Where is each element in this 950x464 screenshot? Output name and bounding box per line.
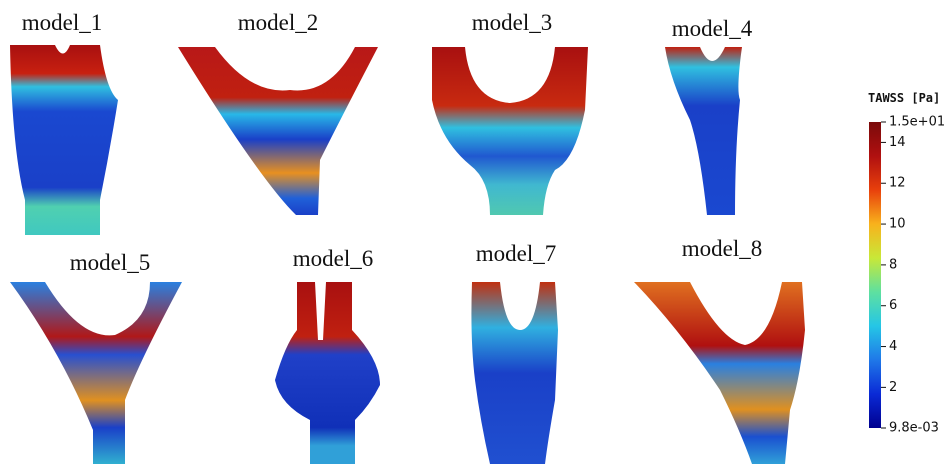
panel-label: model_5	[70, 250, 151, 275]
panel-label: model_8	[682, 236, 763, 261]
tick-label: 12	[889, 176, 906, 191]
tick-label: 9.8e-03	[889, 421, 939, 436]
model-shape	[10, 45, 118, 235]
model-shape	[665, 47, 742, 215]
tick-label: 4	[889, 339, 897, 354]
model-shape	[275, 282, 380, 464]
tick-label: 8	[889, 257, 897, 272]
model-shape	[471, 282, 558, 464]
model-shape	[178, 47, 378, 215]
tick-label: 14	[889, 135, 906, 150]
tick-label: 10	[889, 217, 906, 232]
panel-label: model_1	[22, 10, 103, 35]
tick-label: 6	[889, 298, 897, 313]
tick-label: 1.5e+01	[889, 115, 945, 130]
panel-label: model_4	[672, 16, 753, 41]
model-shape	[10, 282, 182, 464]
tick-label: 2	[889, 380, 897, 395]
panel-label: model_2	[238, 10, 319, 35]
panel-label: model_6	[293, 246, 374, 271]
panel-label: model_7	[476, 241, 557, 266]
colorbar-title: TAWSS [Pa]	[868, 91, 940, 105]
figure: model_1 model_2 model_3 model_4 model_5 …	[0, 0, 950, 464]
model-shape	[634, 282, 805, 464]
colorbar	[869, 122, 881, 428]
panel-label: model_3	[472, 10, 553, 35]
